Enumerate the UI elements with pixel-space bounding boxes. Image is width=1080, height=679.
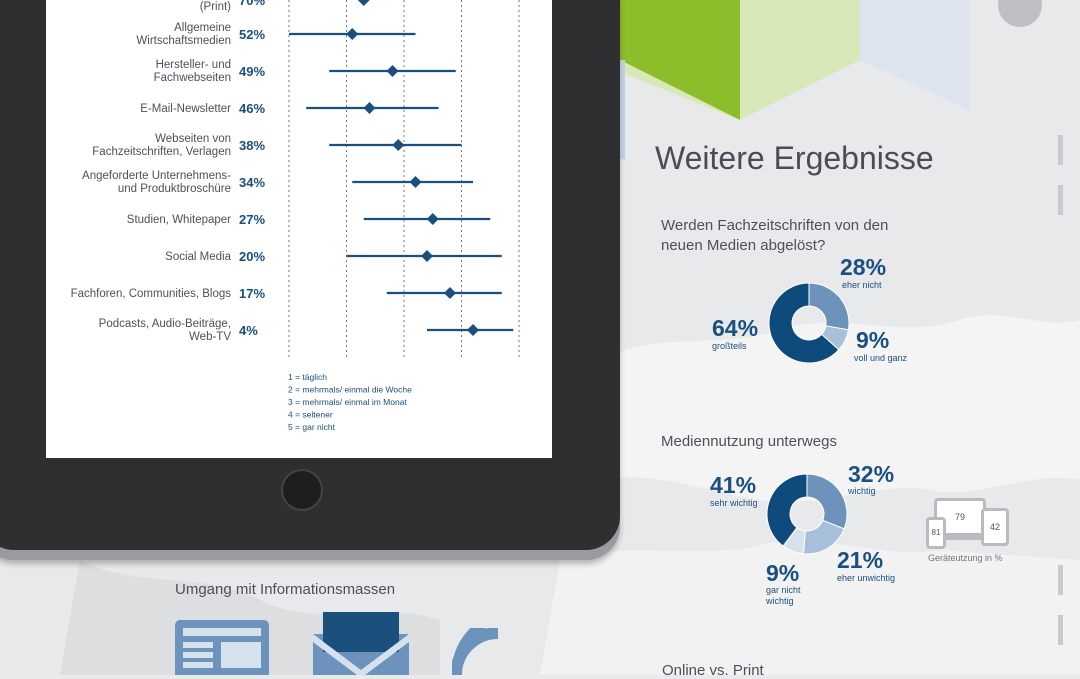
laptop-base: [928, 536, 992, 540]
media-label: Fachforen, Communities, Blogs: [71, 288, 232, 300]
devices-caption: Geräteutzung in %: [928, 553, 1003, 563]
question-1-donut: [768, 282, 850, 364]
media-label: Podcasts, Audio-Beiträge,: [99, 318, 231, 330]
mean-marker: [346, 28, 359, 40]
mean-marker: [392, 139, 405, 151]
mean-marker: [421, 250, 433, 262]
scale-legend-item: 4 = seltener: [288, 410, 333, 420]
media-label: Wirtschaftsmedien: [136, 35, 231, 47]
media-pct: 4%: [239, 323, 258, 338]
media-label: Fachzeitschriften, Verlagen: [92, 146, 231, 158]
section-title: Weitere Ergebnisse: [655, 140, 934, 176]
tablet-frame: [0, 0, 620, 550]
media-label: Webseiten von: [155, 133, 231, 145]
email-icon: [313, 612, 409, 675]
media-label: Web-TV: [189, 331, 231, 343]
mean-marker: [467, 324, 479, 336]
q2-slice-3-label: gar nicht wichtig: [766, 585, 801, 606]
scale-legend-item: 3 = mehrmals/ einmal im Monat: [288, 397, 407, 407]
q1-slice-2-pct: 9%: [856, 327, 890, 353]
newspaper-icon: [175, 620, 269, 675]
media-pct: 46%: [239, 101, 265, 116]
q2-slice-4-pct: 41%: [710, 472, 757, 498]
q2-slice-2-pct: 21%: [837, 547, 884, 573]
question-2-donut: [766, 473, 848, 555]
media-pct: 20%: [239, 249, 265, 264]
q2-slice-1-pct: 32%: [848, 461, 895, 487]
q1-slice-1-pct: 28%: [840, 254, 887, 280]
mean-marker: [363, 102, 376, 114]
media-pct: 52%: [239, 27, 265, 42]
mean-marker: [357, 0, 370, 6]
media-label: (Print): [200, 1, 231, 13]
donut-slice: [766, 473, 808, 547]
question-1-text: Werden Fachzeitschriften von den neuen M…: [661, 217, 889, 254]
q1-slice-3-label: großteils: [712, 341, 747, 351]
media-pct: 17%: [239, 286, 265, 301]
mean-marker: [409, 176, 422, 188]
mean-marker: [386, 65, 399, 77]
question-2-text: Mediennutzung unterwegs: [661, 433, 837, 450]
media-pct: 70%: [239, 0, 265, 8]
q2-slice-3-pct: 9%: [766, 560, 800, 586]
q2-slice-1-label: wichtig: [848, 486, 876, 496]
media-pct: 34%: [239, 175, 265, 190]
media-label: Social Media: [165, 251, 231, 263]
donut-slice: [768, 282, 840, 364]
home-button: [281, 469, 323, 511]
donut-slice: [808, 282, 850, 331]
information-masses-title: Umgang mit Informationsmassen: [175, 581, 396, 598]
q2-slice-2-label: eher unwichtig: [837, 573, 896, 583]
media-label: Hersteller- und: [156, 59, 231, 71]
tablet-icon: 42: [981, 508, 1009, 546]
media-pct: 38%: [239, 138, 265, 153]
media-pct: 49%: [239, 64, 265, 79]
media-label: Fachwebseiten: [154, 72, 231, 84]
usage-frequency-chart: Fachzeitschriften(Print)70%AllgemeineWir…: [71, 0, 520, 432]
scale-legend-item: 2 = mehrmals/ einmal die Woche: [288, 385, 412, 395]
scale-legend-item: 5 = gar nicht: [288, 422, 336, 432]
q1-slice-3-pct: 64%: [712, 315, 759, 341]
q1-slice-1-label: eher nicht: [842, 280, 882, 290]
mean-marker: [426, 213, 439, 225]
media-pct: 27%: [239, 212, 265, 227]
mean-marker: [444, 287, 456, 299]
rss-icon: [452, 628, 499, 675]
tablet-screen: [46, 0, 552, 458]
media-label: und Produktbroschüre: [118, 183, 231, 195]
donut-slice: [806, 473, 848, 530]
media-label: Angeforderte Unternehmens-: [82, 170, 231, 182]
online-vs-print-label: Online vs. Print: [662, 662, 764, 679]
media-label: Studien, Whitepaper: [127, 214, 231, 226]
media-label: Allgemeine: [174, 22, 231, 34]
media-label: E-Mail-Newsletter: [140, 103, 231, 115]
q1-slice-2-label: voll und ganz: [854, 353, 908, 363]
phone-icon: 81: [926, 517, 946, 549]
q2-slice-4-label: sehr wichtig: [710, 498, 758, 508]
scale-legend-item: 1 = täglich: [288, 372, 327, 382]
